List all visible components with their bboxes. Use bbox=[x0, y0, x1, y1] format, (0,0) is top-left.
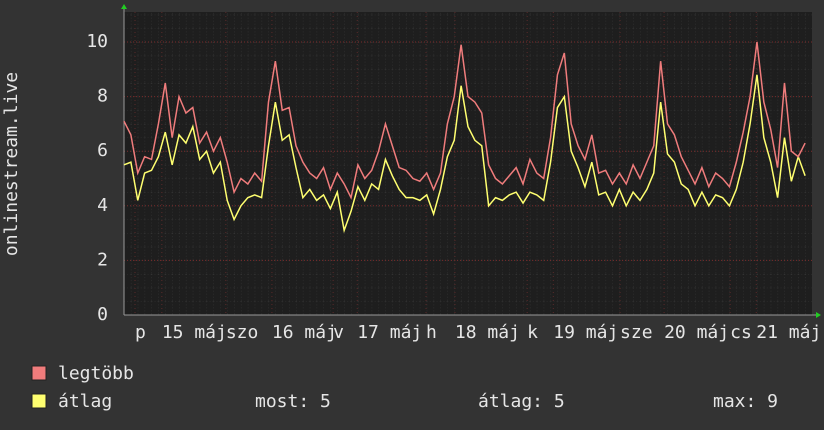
y-tick-label: 8 bbox=[97, 86, 108, 107]
legend-swatch bbox=[31, 365, 47, 381]
x-tick-label: 16 máj bbox=[272, 322, 337, 343]
y-tick-label: 4 bbox=[97, 195, 108, 216]
x-tick-label: 21 máj bbox=[756, 322, 821, 343]
legend-stat: most: 5 bbox=[255, 391, 331, 412]
x-tick-label: cs bbox=[730, 322, 752, 343]
legend-swatch bbox=[31, 393, 47, 409]
legend-stat: átlag: 5 bbox=[478, 391, 565, 412]
axis-arrow bbox=[121, 4, 127, 9]
x-tick-label: 15 máj bbox=[162, 322, 227, 343]
x-tick-label: p bbox=[135, 322, 146, 343]
y-axis-label: onlinestream.live bbox=[1, 72, 22, 256]
x-tick-label: k bbox=[527, 322, 538, 343]
x-tick-label: 18 máj bbox=[455, 322, 520, 343]
axis-arrow bbox=[816, 312, 821, 318]
series-line bbox=[123, 41, 806, 200]
legend-label: átlag bbox=[58, 391, 112, 412]
y-tick-label: 0 bbox=[97, 304, 108, 325]
x-tick-label: szo bbox=[226, 322, 259, 343]
x-tick-label: v bbox=[333, 322, 344, 343]
legend-stat: max: 9 bbox=[713, 391, 778, 412]
x-tick-label: h bbox=[426, 322, 437, 343]
y-tick-label: 10 bbox=[86, 31, 108, 52]
minor-grid bbox=[124, 12, 812, 315]
y-tick-label: 6 bbox=[97, 140, 108, 161]
legend-label: legtöbb bbox=[58, 363, 134, 384]
x-tick-label: 19 máj bbox=[553, 322, 618, 343]
x-tick-label: sze bbox=[620, 322, 653, 343]
x-tick-label: 20 máj bbox=[664, 322, 729, 343]
series-line bbox=[123, 74, 806, 234]
x-tick-label: 17 máj bbox=[357, 322, 422, 343]
y-tick-label: 2 bbox=[97, 249, 108, 270]
